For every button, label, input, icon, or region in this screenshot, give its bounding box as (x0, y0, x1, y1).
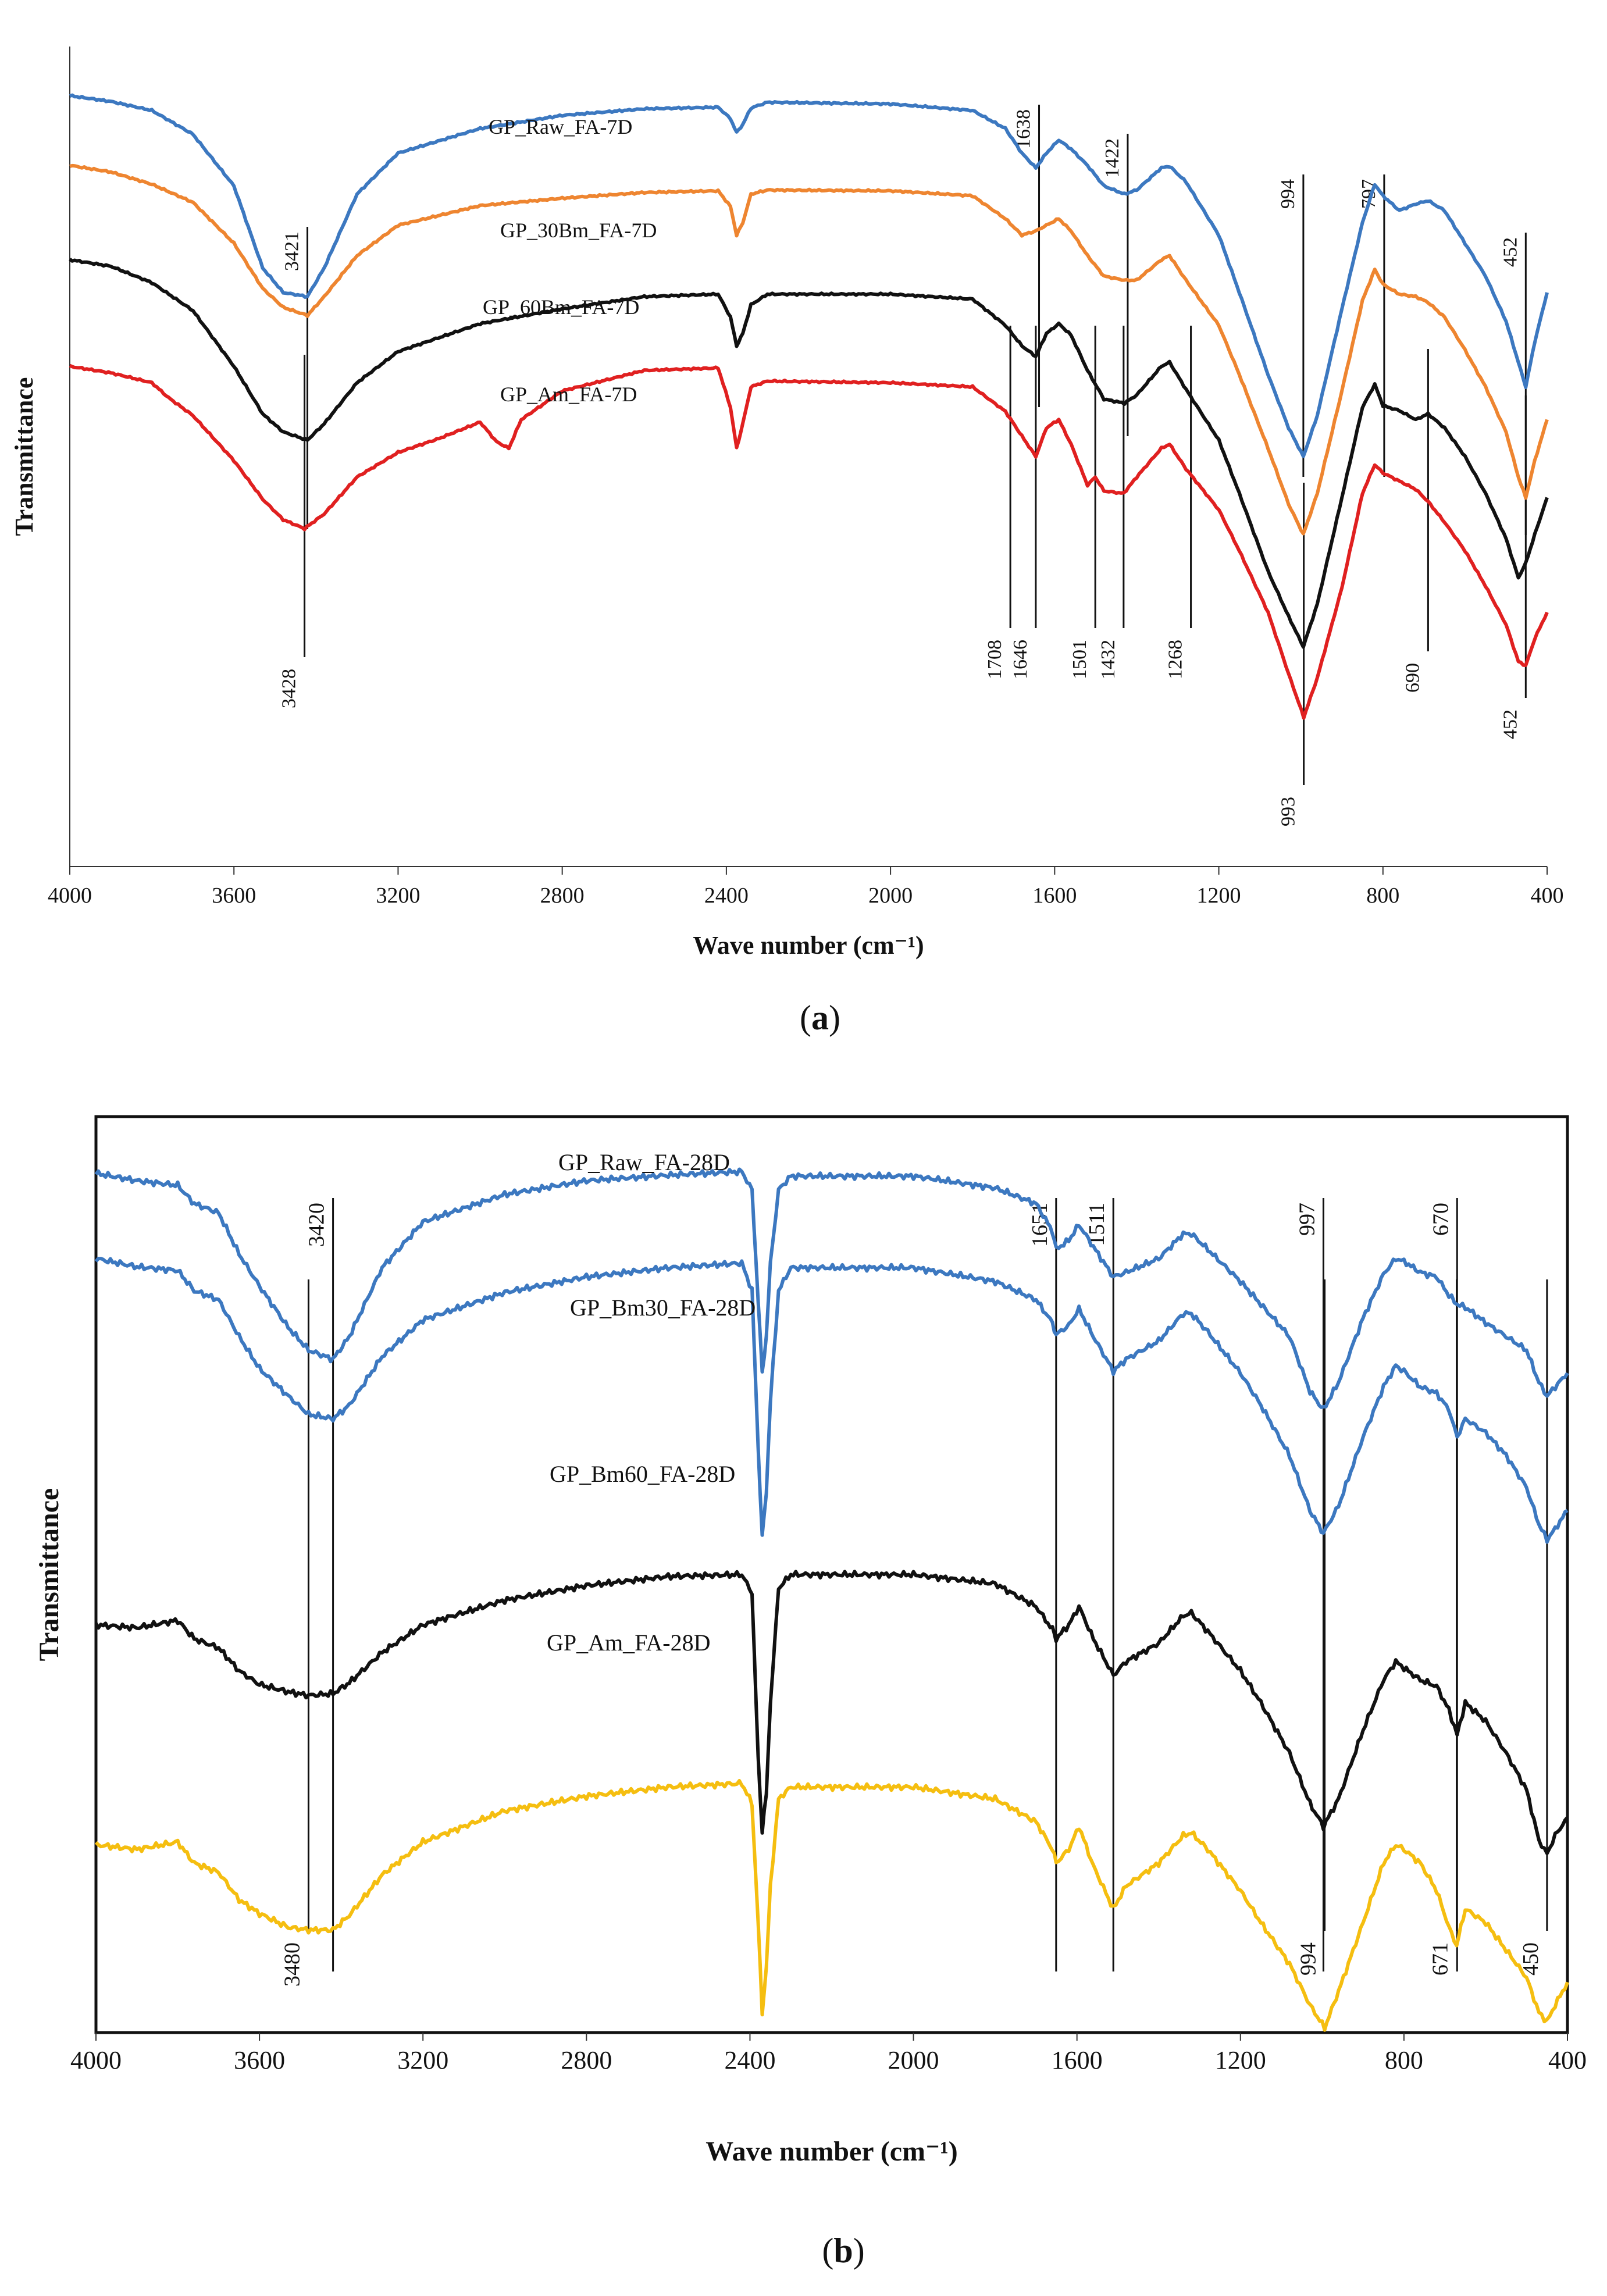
series-label: GP_Raw_FA-28D (558, 1149, 730, 1175)
panel-b: 4000 3600 3200 2800 2400 2000 1600 1200 800 400 Wa… (34, 1115, 1587, 2270)
x-tick-label: 3600 (212, 883, 256, 908)
x-tick-label: 2800 (561, 2046, 612, 2074)
peak-label: 1422 (1102, 138, 1123, 178)
peak-label: 994 (1277, 179, 1299, 209)
peak-label: 3420 (305, 1203, 329, 1247)
series-line-GP_Raw_FA-28D (94, 1167, 1569, 1409)
series-line-GP_Am_FA-28D (94, 1779, 1569, 2032)
peak-label: 994 (1296, 1942, 1321, 1976)
y-axis-title: Transmittance (34, 1488, 65, 1662)
peak-label: 997 (1295, 1203, 1319, 1236)
series-line-GP_Am_FA-7D (69, 363, 1549, 720)
panel-caption: (b) (822, 2231, 864, 2270)
x-tick-label: 1600 (1052, 2046, 1103, 2074)
peak-label: 3421 (282, 231, 303, 271)
x-tick-label: 3200 (376, 883, 420, 908)
series-label: GP_Raw_FA-7D (489, 115, 632, 138)
x-tick-label: 1200 (1215, 2046, 1266, 2074)
plot-frame (94, 1115, 1569, 2034)
x-tick-label: 2000 (888, 2046, 939, 2074)
series-label: GP_60Bm_FA-7D (483, 295, 639, 319)
peak-label: 1646 (1010, 640, 1031, 679)
peak-label: 690 (1402, 663, 1423, 693)
series-label: GP_Am_FA-7D (500, 383, 637, 406)
series-label: GP_Am_FA-28D (547, 1630, 711, 1656)
peak-label: 1708 (984, 640, 1006, 679)
series-label: GP_Bm60_FA-28D (550, 1461, 735, 1487)
peak-label: 1268 (1165, 640, 1186, 679)
x-tick-label: 3200 (397, 2046, 448, 2074)
peak-label: 670 (1428, 1203, 1453, 1236)
peak-label: 3428 (279, 669, 300, 708)
x-tick-label: 4000 (48, 883, 92, 908)
peak-label: 993 (1278, 797, 1299, 826)
series-line-GP_Bm30_FA-28D (94, 1257, 1569, 1544)
x-axis-title: Wave number (cm⁻¹) (705, 2136, 957, 2167)
x-axis-title: Wave number (cm⁻¹) (693, 931, 924, 960)
x-tick-label: 800 (1366, 883, 1399, 908)
peak-label: 3480 (280, 1942, 304, 1987)
x-tick-label: 400 (1548, 2046, 1587, 2074)
series-line-GP_60Bm_FA-7D (69, 258, 1549, 649)
panel-a: 4000 3600 3200 2800 2400 2000 1600 1200 800 400 Wa… (10, 47, 1564, 1037)
series-line-GP_30Bm_FA-7D (69, 163, 1549, 536)
x-tick-label: 2800 (540, 883, 585, 908)
peak-label: 1432 (1098, 640, 1119, 679)
x-tick-label: 2400 (724, 2046, 775, 2074)
x-tick-label: 4000 (70, 2046, 122, 2074)
x-tick-label: 3600 (234, 2046, 285, 2074)
series-label: GP_Bm30_FA-28D (570, 1295, 756, 1321)
series-label: GP_30Bm_FA-7D (500, 219, 657, 242)
x-tick-label: 400 (1531, 883, 1564, 908)
x-tick-label: 2000 (868, 883, 913, 908)
peak-label: 1501 (1069, 640, 1091, 679)
series-line-GP_Bm60_FA-28D (94, 1570, 1569, 1855)
panel-caption: (a) (800, 999, 840, 1037)
x-tick-label: 800 (1385, 2046, 1423, 2074)
peak-label: 671 (1428, 1942, 1453, 1976)
y-axis-title: Transmittance (10, 377, 38, 536)
series-line-GP_Raw_FA-7D (69, 93, 1549, 458)
peak-label: 452 (1499, 237, 1521, 267)
x-tick-label: 1600 (1032, 883, 1077, 908)
x-tick-label: 1200 (1197, 883, 1241, 908)
peak-label: 452 (1499, 710, 1521, 739)
x-tick-label: 2400 (704, 883, 749, 908)
